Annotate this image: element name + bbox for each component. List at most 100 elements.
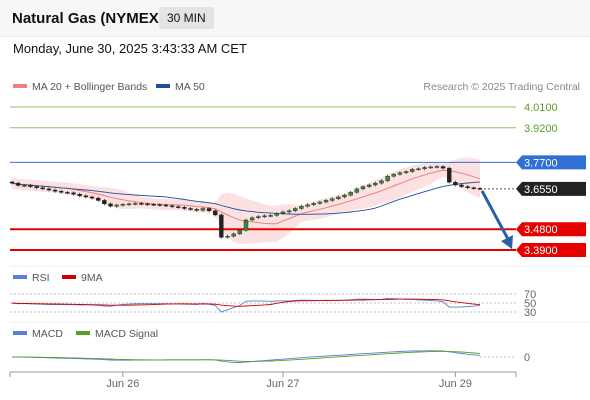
candle-body	[293, 208, 298, 211]
candle-body	[108, 203, 113, 207]
candle-body	[194, 209, 199, 211]
candle-body	[397, 172, 403, 175]
forecast-arrow	[480, 190, 513, 250]
candle-body	[366, 184, 372, 187]
ma20-legend-swatch	[13, 84, 27, 88]
candle-body	[77, 193, 82, 196]
candle-body	[249, 217, 255, 221]
forecast-arrow-shaft	[480, 190, 510, 240]
candle-body	[102, 200, 107, 205]
macd-signal-legend-label: MACD Signal	[95, 328, 158, 340]
candle-body	[379, 180, 384, 184]
macd-tick-label: 0	[524, 352, 530, 364]
macd-signal-legend-swatch	[76, 331, 90, 335]
candle-body	[114, 204, 119, 207]
candle-body	[65, 192, 70, 194]
candle-body	[453, 181, 458, 186]
candle-body	[465, 186, 470, 188]
candle-body	[213, 210, 218, 216]
candle-body	[169, 205, 175, 207]
timeframe-badge[interactable]: 30 MIN	[159, 7, 214, 29]
candle-body	[182, 207, 187, 209]
price-levels: 4.0100 3.9200 3.7700 3.6550 3.4800 3.3900	[10, 102, 586, 257]
candle-body	[447, 167, 452, 183]
candle-body	[354, 188, 360, 193]
candle-body	[440, 166, 446, 169]
rsi-tick-label: 30	[524, 307, 536, 319]
level-badge-support	[516, 222, 586, 237]
candles	[9, 165, 483, 239]
macd-legend-label: MACD	[32, 328, 63, 340]
candle-body	[274, 213, 279, 216]
candle-body	[34, 186, 39, 188]
credit-text: Research © 2025 Trading Central	[423, 81, 580, 93]
level-label: 3.6550	[524, 184, 558, 196]
rsi-ma-legend-swatch	[62, 275, 76, 279]
candle-body	[262, 215, 267, 218]
candle-body	[459, 184, 464, 187]
candle-body	[176, 206, 181, 208]
candle-body	[157, 204, 162, 206]
ma50-line	[11, 181, 481, 215]
level-label: 4.0100	[524, 102, 558, 114]
candle-body	[139, 203, 144, 205]
candle-body	[40, 187, 45, 190]
candle-body	[336, 196, 341, 199]
candle-body	[330, 198, 335, 201]
candle-body	[188, 208, 193, 210]
candle-body	[71, 192, 76, 195]
ma20-legend-label: MA 20 + Bollinger Bands	[32, 81, 147, 93]
rsi-ma-legend-label: 9MA	[81, 272, 103, 284]
rsi-ma-line	[11, 298, 481, 307]
ma50-legend-swatch	[156, 84, 170, 88]
candle-body	[268, 215, 273, 217]
level-badge-last	[516, 181, 586, 196]
candle-body	[206, 208, 212, 211]
candle-body	[323, 200, 329, 203]
chart-header: Natural Gas (NYMEX) 30 MIN Monday, June …	[0, 0, 590, 64]
x-tick-label: Jun 27	[266, 378, 299, 390]
candle-body	[231, 233, 236, 237]
candle-body	[151, 204, 156, 206]
candle-body	[385, 175, 390, 182]
candle-body	[286, 210, 292, 213]
candle-body	[163, 204, 169, 207]
candle-body	[373, 182, 378, 186]
candle-body	[434, 166, 440, 168]
chart-datetime: Monday, June 30, 2025 3:43:33 AM CET	[13, 41, 247, 56]
ma50-legend-label: MA 50	[175, 81, 205, 93]
candle-body	[59, 190, 64, 193]
candle-body	[145, 203, 150, 206]
candle-body	[342, 194, 347, 198]
candle-body	[477, 188, 483, 190]
candle-body	[299, 205, 304, 209]
candle-body	[96, 197, 101, 201]
candle-body	[428, 166, 433, 169]
rsi-legend-swatch	[13, 275, 27, 279]
candle-body	[416, 168, 421, 171]
candle-body	[200, 208, 206, 211]
candle-body	[46, 188, 52, 191]
candle-body	[52, 189, 58, 192]
candle-body	[120, 204, 126, 206]
rsi-line	[11, 297, 481, 313]
candle-body	[22, 185, 27, 187]
macd-legend-swatch	[13, 331, 27, 335]
level-label: 3.7700	[524, 157, 558, 169]
level-label: 3.9200	[524, 123, 558, 135]
candle-body	[237, 230, 243, 235]
macd-line	[11, 350, 481, 363]
candle-body	[410, 169, 415, 172]
candle-body	[305, 204, 310, 207]
forecast-arrow-head	[501, 235, 513, 250]
macd-grid: 0	[480, 352, 530, 364]
candle-body	[403, 171, 409, 173]
level-badge-pivot	[516, 155, 586, 170]
x-axis-ticks: Jun 26 Jun 27 Jun 29	[9, 372, 517, 390]
candle-body	[256, 216, 261, 218]
candle-body	[28, 185, 33, 187]
level-label: 3.3900	[524, 245, 558, 257]
candle-body	[280, 211, 286, 214]
candle-body	[360, 186, 366, 190]
